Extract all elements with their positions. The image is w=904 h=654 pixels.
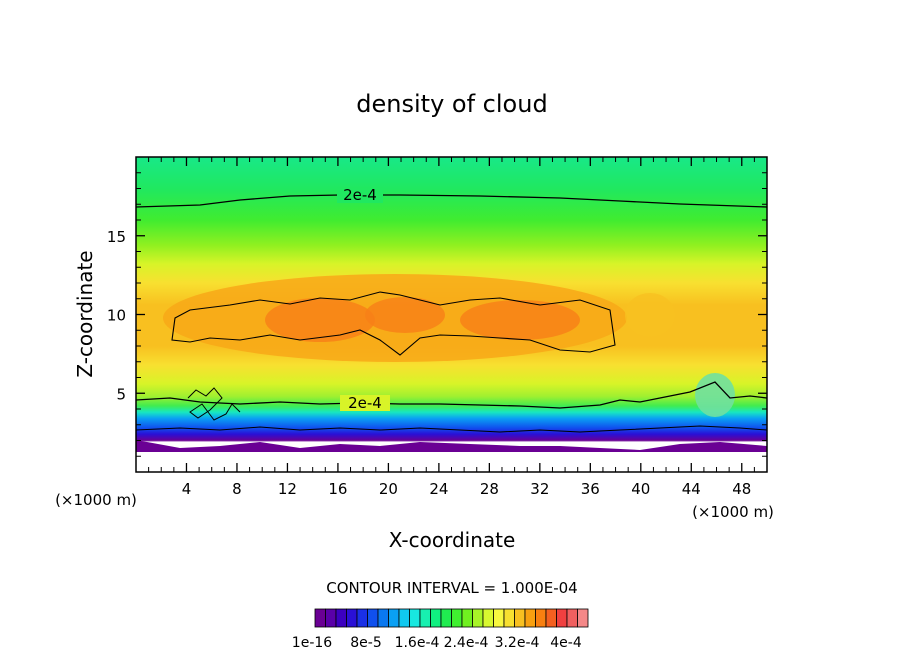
colorbar-swatch xyxy=(335,608,347,628)
colorbar-swatch xyxy=(409,608,421,628)
colorbar-swatch xyxy=(461,608,473,628)
x-tick-label: 36 xyxy=(581,480,600,498)
y-tick-label: 10 xyxy=(107,307,126,325)
x-axis-label: X-coordinate xyxy=(389,528,516,552)
cloud-core-peak-mid xyxy=(365,297,445,333)
colorbar-swatch xyxy=(440,608,452,628)
colorbar-swatch xyxy=(419,608,431,628)
colorbar-swatch xyxy=(314,608,326,628)
y-tick-label: 5 xyxy=(116,385,126,403)
colorbar-swatch xyxy=(503,608,515,628)
colorbar-swatch xyxy=(556,608,568,628)
colorbar-swatch xyxy=(356,608,368,628)
colorbar-swatch xyxy=(577,608,589,628)
colorbar-swatch xyxy=(430,608,442,628)
x-tick-label: 48 xyxy=(732,480,751,498)
contour-cloud-core xyxy=(171,291,616,356)
colorbar-label: 4e-4 xyxy=(550,635,582,651)
x-tick-label: 40 xyxy=(631,480,650,498)
contour-labels: 2e-4 2e-4 xyxy=(337,186,390,412)
contour-upper-2e-4 xyxy=(136,194,767,208)
colorbar-swatch xyxy=(367,608,379,628)
x-tick-label: 12 xyxy=(278,480,297,498)
colorbar-swatch xyxy=(545,608,557,628)
x-unit-right: (×1000 m) xyxy=(692,503,774,521)
x-tick-label: 8 xyxy=(232,480,242,498)
cloud-base-bump xyxy=(695,373,735,417)
y-tick-label: 15 xyxy=(107,228,126,246)
colorbar-swatch xyxy=(566,608,578,628)
x-tick-label: 16 xyxy=(328,480,347,498)
colorbar-swatch xyxy=(451,608,463,628)
colorbar-swatch xyxy=(493,608,505,628)
colorbar-label: 2.4e-4 xyxy=(444,635,489,651)
contour-label-lower: 2e-4 xyxy=(348,394,382,412)
plot-area xyxy=(136,157,767,472)
x-tick-label: 20 xyxy=(379,480,398,498)
x-tick-label: 32 xyxy=(530,480,549,498)
colorbar-swatch xyxy=(524,608,536,628)
colorbar-label: 3.2e-4 xyxy=(495,635,540,651)
x-unit-left: (×1000 m) xyxy=(55,491,137,509)
colorbar-swatch xyxy=(482,608,494,628)
colorbar-swatch xyxy=(398,608,410,628)
colorbar-label: 1e-16 xyxy=(292,635,332,651)
colorbar-swatch xyxy=(377,608,389,628)
x-tick-label: 24 xyxy=(429,480,448,498)
contour-interval-text: CONTOUR INTERVAL = 1.000E-04 xyxy=(326,579,577,597)
colorbar-swatch xyxy=(388,608,400,628)
colorbar-swatch xyxy=(325,608,337,628)
colorbar-swatch xyxy=(514,608,526,628)
x-tick-label: 4 xyxy=(182,480,192,498)
cloud-core-peak-right xyxy=(460,300,580,340)
cloud-core-peak-left xyxy=(265,298,375,342)
contour-noise-left xyxy=(187,387,241,421)
cloud-side-region xyxy=(625,293,675,337)
colorbar-labels: 1e-16 8e-5 1.6e-4 2.4e-4 3.2e-4 4e-4 xyxy=(292,635,582,651)
colorbar-label: 8e-5 xyxy=(350,635,381,651)
colorbar-swatch xyxy=(346,608,358,628)
x-tick-label: 28 xyxy=(480,480,499,498)
contour-lower-2e-4 xyxy=(136,381,767,409)
contour-band-lower xyxy=(136,425,767,433)
cloud-base-edge xyxy=(136,440,767,452)
y-axis-label: Z-coordinate xyxy=(73,250,97,377)
x-axis: 4 8 12 16 20 24 28 32 36 40 44 48 xyxy=(148,157,755,498)
chart-title: density of cloud xyxy=(356,90,547,118)
colorbar-swatch xyxy=(535,608,547,628)
colorbar-swatch xyxy=(472,608,484,628)
contour-label-upper: 2e-4 xyxy=(343,186,377,204)
colorbar-label: 1.6e-4 xyxy=(395,635,440,651)
y-axis: 5 10 15 xyxy=(107,172,767,457)
colorbar xyxy=(314,608,589,628)
x-tick-label: 44 xyxy=(682,480,701,498)
